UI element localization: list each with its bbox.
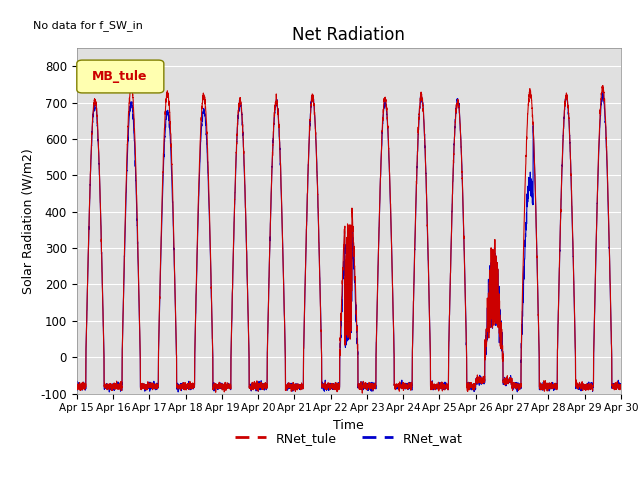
RNet_wat [502, 376, 509, 382]
RNet_wat [171, 274, 179, 279]
FancyBboxPatch shape [77, 60, 164, 93]
Text: No data for f_SW_in: No data for f_SW_in [33, 20, 143, 31]
Legend: RNet_tule, RNet_wat: RNet_tule, RNet_wat [230, 427, 468, 450]
Line: RNet_tule: RNet_tule [77, 84, 621, 393]
Y-axis label: Solar Radiation (W/m2): Solar Radiation (W/m2) [22, 148, 35, 294]
Title: Net Radiation: Net Radiation [292, 25, 405, 44]
RNet_wat [328, 384, 336, 389]
RNet_tule [616, 384, 624, 389]
RNet_wat [106, 389, 113, 395]
RNet_wat [471, 384, 479, 389]
RNet_tule [328, 384, 336, 390]
RNet_tule [358, 390, 366, 396]
RNet_wat [441, 379, 449, 385]
RNet_wat [616, 384, 624, 389]
RNet_tule [171, 270, 179, 276]
RNet_tule [441, 384, 449, 389]
X-axis label: Time: Time [333, 419, 364, 432]
RNet_tule [502, 381, 509, 386]
RNet_tule [471, 381, 479, 386]
Line: RNet_wat: RNet_wat [77, 93, 621, 392]
RNet_tule [617, 382, 625, 387]
RNet_wat [73, 384, 81, 390]
RNet_tule [127, 82, 135, 87]
RNet_tule [73, 380, 81, 386]
RNet_wat [617, 385, 625, 391]
RNet_wat [599, 90, 607, 96]
Text: MB_tule: MB_tule [92, 70, 147, 83]
